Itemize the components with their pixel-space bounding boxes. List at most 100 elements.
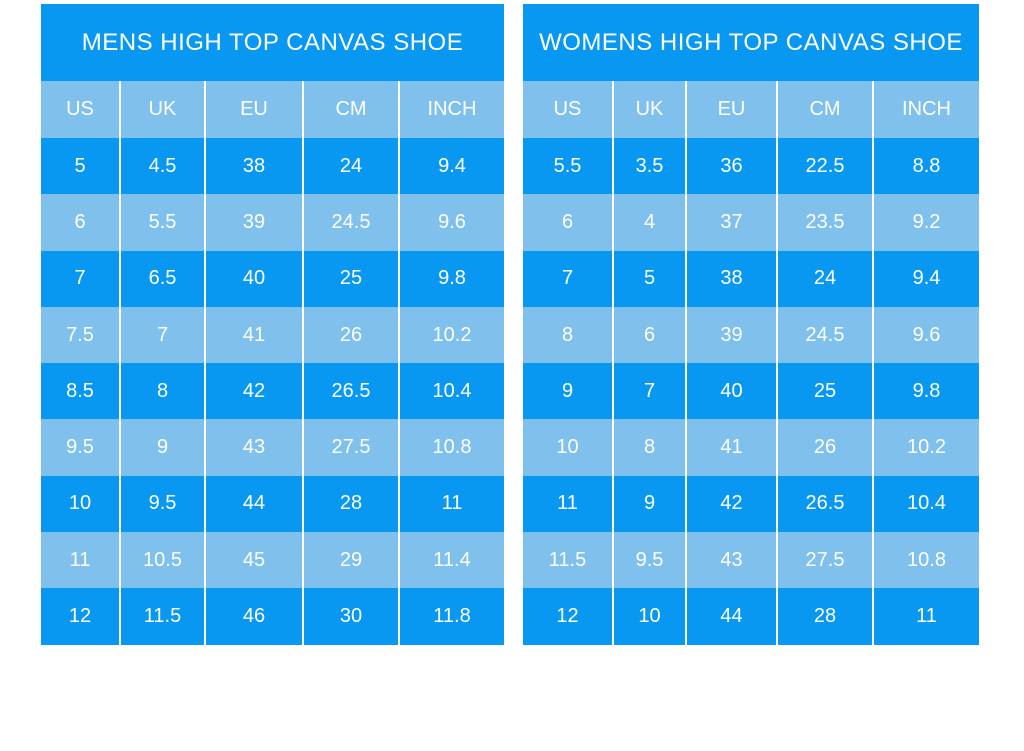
table-cell: 8	[561, 323, 574, 346]
table-cell: 24	[776, 250, 872, 307]
table-cell: 9.6	[872, 306, 979, 364]
mens-table-body: 5 4.5 38 24 9.4 6 5.5 39 24.5 9.6 7 6.5 40 25 9.8 7.5 7 4…	[41, 138, 504, 645]
table-cell: 11	[557, 492, 578, 515]
mens-table-title: MENS HIGH TOP CANVAS SHOE	[41, 4, 504, 81]
table-cell: 4.5	[119, 138, 204, 195]
table-cell: 22.5	[776, 138, 872, 195]
table-cell: 5	[612, 250, 685, 307]
mens-size-table: MENS HIGH TOP CANVAS SHOE US UK EU CM INCH 5…	[41, 4, 504, 645]
table-cell: 5.5	[553, 154, 582, 177]
table-cell: 42	[685, 475, 776, 533]
table-cell: 40	[204, 250, 302, 307]
table-cell: 6.5	[119, 250, 204, 307]
table-cell: 10	[612, 588, 685, 645]
table-cell: 12	[556, 605, 579, 628]
table-cell: 26	[302, 306, 398, 364]
table-row: 11.5 9.5 43 27.5 10.8	[523, 532, 979, 589]
column-header-cm: CM	[302, 81, 398, 138]
mens-table-header-row: US UK EU CM INCH	[41, 81, 504, 138]
table-cell: 29	[302, 532, 398, 589]
table-cell: 9	[612, 475, 685, 533]
table-cell: 8.8	[872, 138, 979, 195]
table-row: 7 6.5 40 25 9.8	[41, 250, 504, 307]
womens-table-title: WOMENS HIGH TOP CANVAS SHOE	[523, 4, 979, 81]
table-cell: 26.5	[302, 363, 398, 420]
table-cell: 4	[612, 194, 685, 251]
table-cell: 23.5	[776, 194, 872, 251]
table-cell: 10.2	[398, 306, 504, 364]
womens-table-body: 5.5 3.5 36 22.5 8.8 6 4 37 23.5 9.2 7 5 38 24 9.4 8 6 39 2…	[523, 138, 979, 645]
table-cell: 38	[685, 250, 776, 307]
table-cell: 10.5	[119, 532, 204, 589]
column-header-eu: EU	[204, 81, 302, 138]
table-cell: 27.5	[302, 419, 398, 476]
table-cell: 7	[561, 267, 574, 290]
table-cell: 11.4	[398, 532, 504, 589]
table-row: 7.5 7 41 26 10.2	[41, 306, 504, 364]
table-cell: 28	[302, 475, 398, 533]
column-header-inch: INCH	[872, 81, 979, 138]
table-row: 6 4 37 23.5 9.2	[523, 194, 979, 251]
table-row: 5 4.5 38 24 9.4	[41, 138, 504, 195]
table-cell: 24	[302, 138, 398, 195]
table-cell: 39	[204, 194, 302, 251]
table-cell: 11.5	[119, 588, 204, 645]
table-cell: 10	[68, 492, 92, 515]
table-row: 6 5.5 39 24.5 9.6	[41, 194, 504, 251]
table-cell: 6	[561, 210, 574, 233]
table-cell: 5.5	[119, 194, 204, 251]
column-header-inch: INCH	[398, 81, 504, 138]
table-cell: 9.5	[66, 436, 94, 459]
table-cell: 43	[204, 419, 302, 476]
table-cell: 10.4	[872, 475, 979, 533]
table-cell: 36	[685, 138, 776, 195]
table-cell: 12	[68, 605, 92, 628]
table-cell: 9.8	[872, 363, 979, 420]
table-cell: 28	[776, 588, 872, 645]
table-cell: 11	[69, 548, 91, 571]
table-cell: 9.8	[398, 250, 504, 307]
table-cell: 39	[685, 306, 776, 364]
table-cell: 10.8	[398, 419, 504, 476]
table-cell: 9.6	[398, 194, 504, 251]
table-cell: 38	[204, 138, 302, 195]
table-row: 12 11.5 46 30 11.8	[41, 588, 504, 645]
table-cell: 7	[612, 363, 685, 420]
table-cell: 9.4	[872, 250, 979, 307]
table-cell: 8.5	[66, 379, 94, 402]
table-cell: 9.2	[872, 194, 979, 251]
table-cell: 11.5	[548, 548, 587, 571]
table-row: 8 6 39 24.5 9.6	[523, 306, 979, 364]
table-cell: 9.5	[612, 532, 685, 589]
table-cell: 10.2	[872, 419, 979, 476]
table-row: 8.5 8 42 26.5 10.4	[41, 363, 504, 420]
table-cell: 11	[872, 588, 979, 645]
table-cell: 6	[612, 306, 685, 364]
table-cell: 6	[74, 210, 86, 233]
table-cell: 26.5	[776, 475, 872, 533]
column-header-eu: EU	[685, 81, 776, 138]
table-cell: 41	[204, 306, 302, 364]
table-cell: 30	[302, 588, 398, 645]
table-cell: 44	[685, 588, 776, 645]
table-cell: 9.4	[398, 138, 504, 195]
table-cell: 7	[74, 267, 86, 290]
table-cell: 42	[204, 363, 302, 420]
table-cell: 9	[119, 419, 204, 476]
table-cell: 11	[398, 475, 504, 533]
womens-table-header-row: US UK EU CM INCH	[523, 81, 979, 138]
table-row: 9.5 9 43 27.5 10.8	[41, 419, 504, 476]
table-cell: 5	[74, 154, 86, 177]
table-cell: 10	[556, 436, 579, 459]
column-header-cm: CM	[776, 81, 872, 138]
table-cell: 43	[685, 532, 776, 589]
table-cell: 41	[685, 419, 776, 476]
table-row: 10 8 41 26 10.2	[523, 419, 979, 476]
table-cell: 3.5	[612, 138, 685, 195]
womens-size-table: WOMENS HIGH TOP CANVAS SHOE US UK EU CM INCH…	[523, 4, 979, 645]
column-header-uk: UK	[612, 81, 685, 138]
table-cell: 24.5	[776, 306, 872, 364]
table-cell: 46	[204, 588, 302, 645]
table-cell: 44	[204, 475, 302, 533]
